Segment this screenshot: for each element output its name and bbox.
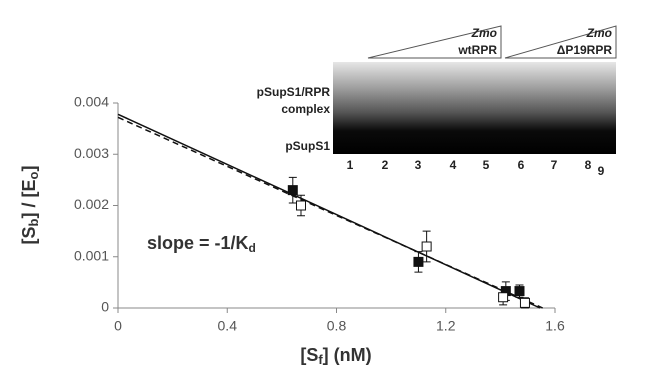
inset-group-label: ΔP19RPR [557,43,613,57]
x-tick-label: 1.2 [436,318,456,334]
inset-organism: Zmo [586,26,612,40]
inset-group-label: wtRPR [457,43,497,57]
inset-band-label: pSupS1 [285,139,330,153]
inset-band-label: complex [281,102,330,116]
x-axis-label-part: ] (nM) [323,345,372,365]
lane-number: 9 [598,164,605,178]
y-axis-label: [Sb] / [Eo] [19,166,42,245]
annotation-part: d [249,241,256,255]
y-tick-label: 0 [101,299,109,315]
inset-organism: Zmo [471,26,497,40]
point [288,186,297,195]
x-tick-label: 0.8 [327,318,347,334]
annotation-part: slope = -1/K [147,233,249,253]
annotation: slope = -1/Kd [147,233,256,255]
lane-number: 7 [551,158,558,172]
point [499,293,508,302]
x-axis-label: [Sf] (nM) [300,345,371,368]
lane-number: 1 [347,158,354,172]
y-axis-label-part: ] [19,166,39,172]
y-tick-label: 0.003 [74,145,109,161]
lane-number: 3 [415,158,422,172]
lane-number: 5 [483,158,490,172]
chart: 0 0.4 0.8 1.2 1.6 0 0.001 0.002 0.003 0.004 [Sf] (… [0,0,646,373]
lane-number: 8 [585,158,592,172]
point [520,298,529,307]
lane-number: 4 [450,158,457,172]
inset-band-label: pSupS1/RPR [257,85,331,99]
y-axis-label-part: [S [19,226,39,244]
point [422,242,431,251]
y-axis-label-part: b [26,218,41,226]
lane-number: 6 [518,158,525,172]
x-axis-label-part: [S [300,345,318,365]
point [515,287,524,296]
point [296,201,305,210]
point [414,257,423,266]
lane-number: 2 [382,158,389,172]
x-tick-label: 1.6 [545,318,565,334]
y-tick-label: 0.004 [74,94,109,110]
y-axis-label-part: o [26,172,41,180]
y-tick-label: 0.002 [74,196,109,212]
y-axis-label-part: ] / [E [19,180,39,219]
x-tick-label: 0 [114,318,122,334]
x-tick-label: 0.4 [218,318,238,334]
y-tick-label: 0.001 [74,247,109,263]
